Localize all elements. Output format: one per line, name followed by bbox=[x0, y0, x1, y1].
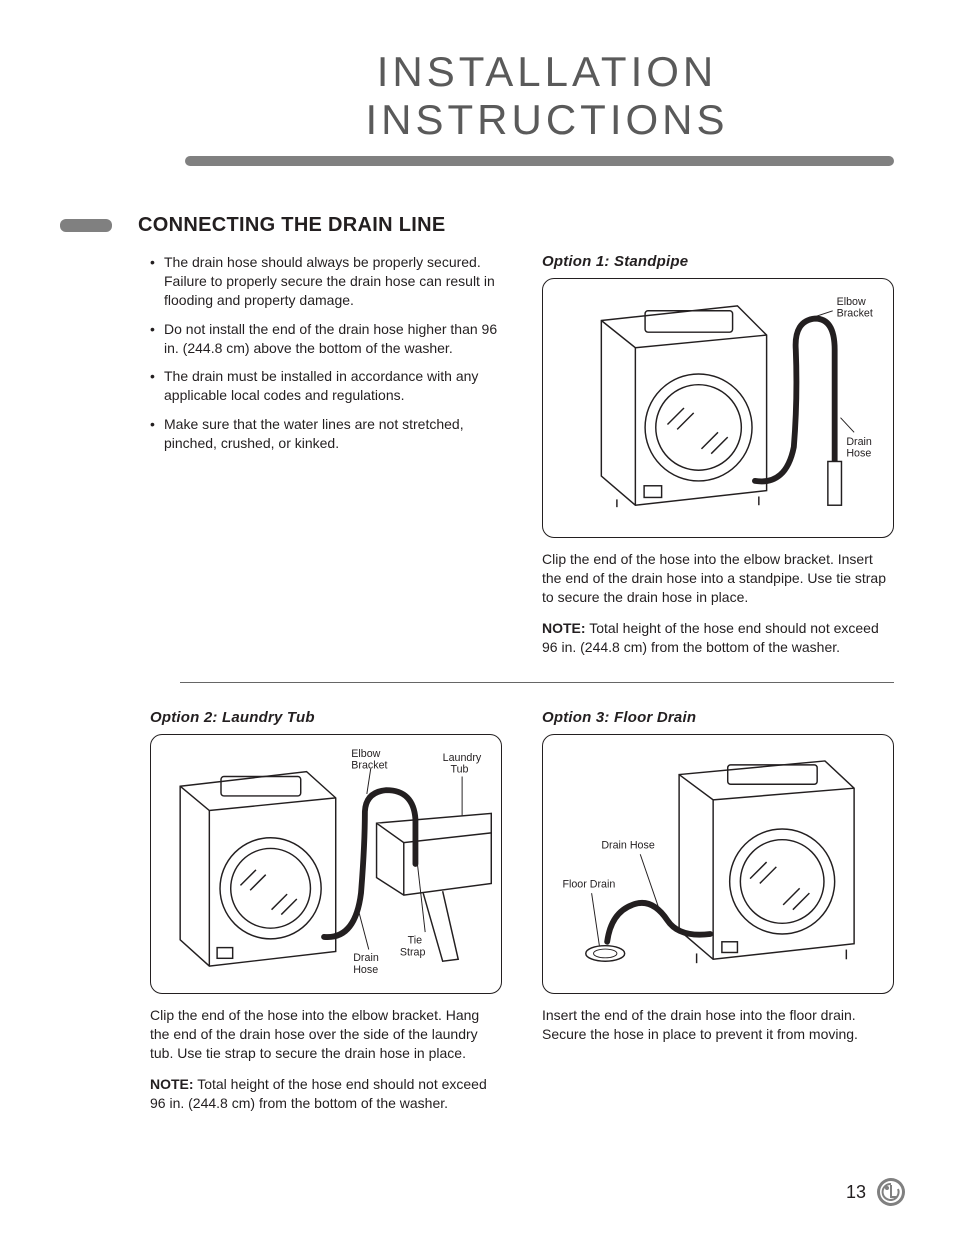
label-drain: Drain bbox=[846, 436, 872, 448]
option2-title: Option 2: Laundry Tub bbox=[150, 709, 502, 726]
bullet-item: The drain hose should always be properly… bbox=[150, 253, 502, 310]
bottom-columns: Option 2: Laundry Tub bbox=[0, 709, 954, 1112]
option2-note: NOTE: Total height of the hose end shoul… bbox=[150, 1075, 502, 1113]
section-title: CONNECTING THE DRAIN LINE bbox=[138, 214, 446, 237]
label-bracket: Bracket bbox=[837, 308, 873, 320]
section-heading: CONNECTING THE DRAIN LINE bbox=[60, 214, 954, 237]
option3-column: Option 3: Floor Drain bbox=[542, 709, 894, 1112]
option1-text: Clip the end of the hose into the elbow … bbox=[542, 550, 894, 607]
note-label: NOTE: bbox=[542, 620, 586, 636]
label-hose2: Hose bbox=[353, 964, 378, 976]
option3-title: Option 3: Floor Drain bbox=[542, 709, 894, 726]
option3-diagram: Drain Hose Floor Drain bbox=[542, 734, 894, 994]
label-floordrain: Floor Drain bbox=[562, 879, 615, 891]
label-drain2: Drain bbox=[353, 953, 379, 965]
section-divider bbox=[180, 682, 894, 683]
label-elbow2: Elbow bbox=[351, 749, 380, 761]
option1-diagram: Elbow Bracket Drain Hose bbox=[542, 278, 894, 538]
bullet-item: Do not install the end of the drain hose… bbox=[150, 320, 502, 358]
option1-title: Option 1: Standpipe bbox=[542, 253, 894, 270]
option3-text: Insert the end of the drain hose into th… bbox=[542, 1006, 894, 1044]
note-label: NOTE: bbox=[150, 1076, 194, 1092]
label-drainhose: Drain Hose bbox=[601, 840, 655, 852]
label-laundry: Laundry bbox=[443, 752, 482, 764]
label-elbow: Elbow bbox=[837, 296, 866, 308]
label-strap: Strap bbox=[400, 947, 426, 959]
page-number: 13 bbox=[846, 1182, 866, 1203]
option1-column: Option 1: Standpipe bbox=[542, 253, 894, 656]
page-title: INSTALLATION INSTRUCTIONS bbox=[0, 0, 954, 144]
label-hose: Hose bbox=[846, 448, 871, 460]
option2-diagram: Elbow Bracket Laundry Tub Tie Strap Drai… bbox=[150, 734, 502, 994]
section-bullet bbox=[60, 219, 112, 232]
bullet-item: The drain must be installed in accordanc… bbox=[150, 367, 502, 405]
label-tub: Tub bbox=[450, 764, 468, 776]
label-tie: Tie bbox=[408, 935, 423, 947]
top-columns: The drain hose should always be properly… bbox=[0, 253, 954, 656]
label-bracket2: Bracket bbox=[351, 760, 387, 772]
note-text: Total height of the hose end should not … bbox=[542, 620, 879, 655]
bullet-list: The drain hose should always be properly… bbox=[150, 253, 502, 453]
option2-column: Option 2: Laundry Tub bbox=[150, 709, 502, 1112]
option1-note: NOTE: Total height of the hose end shoul… bbox=[542, 619, 894, 657]
note-text: Total height of the hose end should not … bbox=[150, 1076, 487, 1111]
bullet-item: Make sure that the water lines are not s… bbox=[150, 415, 502, 453]
option2-text: Clip the end of the hose into the elbow … bbox=[150, 1006, 502, 1063]
bullets-column: The drain hose should always be properly… bbox=[150, 253, 502, 656]
lg-logo-icon bbox=[876, 1177, 906, 1207]
title-rule bbox=[185, 156, 894, 166]
page-footer: 13 bbox=[846, 1177, 906, 1207]
